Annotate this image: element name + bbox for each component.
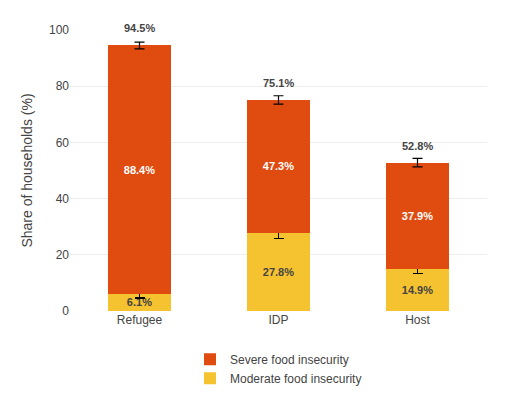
- svg-text:Refugee: Refugee: [117, 313, 163, 327]
- svg-text:80: 80: [56, 79, 70, 93]
- svg-text:88.4%: 88.4%: [124, 164, 155, 176]
- svg-text:0: 0: [62, 304, 69, 318]
- svg-text:6.1%: 6.1%: [127, 296, 152, 308]
- svg-text:37.9%: 37.9%: [402, 210, 433, 222]
- svg-text:47.3%: 47.3%: [263, 160, 294, 172]
- svg-text:27.8%: 27.8%: [263, 266, 294, 278]
- svg-text:Share of households (%): Share of households (%): [19, 93, 35, 247]
- svg-text:Moderate food insecurity: Moderate food insecurity: [230, 372, 361, 386]
- svg-text:IDP: IDP: [268, 313, 288, 327]
- svg-text:100: 100: [49, 23, 69, 37]
- svg-text:Host: Host: [405, 313, 430, 327]
- svg-text:60: 60: [56, 136, 70, 150]
- svg-text:40: 40: [56, 192, 70, 206]
- svg-text:14.9%: 14.9%: [402, 284, 433, 296]
- svg-text:75.1%: 75.1%: [263, 77, 294, 89]
- svg-text:94.5%: 94.5%: [124, 22, 155, 34]
- svg-text:Severe food insecurity: Severe food insecurity: [230, 353, 349, 367]
- svg-text:20: 20: [56, 248, 70, 262]
- svg-text:52.8%: 52.8%: [402, 140, 433, 152]
